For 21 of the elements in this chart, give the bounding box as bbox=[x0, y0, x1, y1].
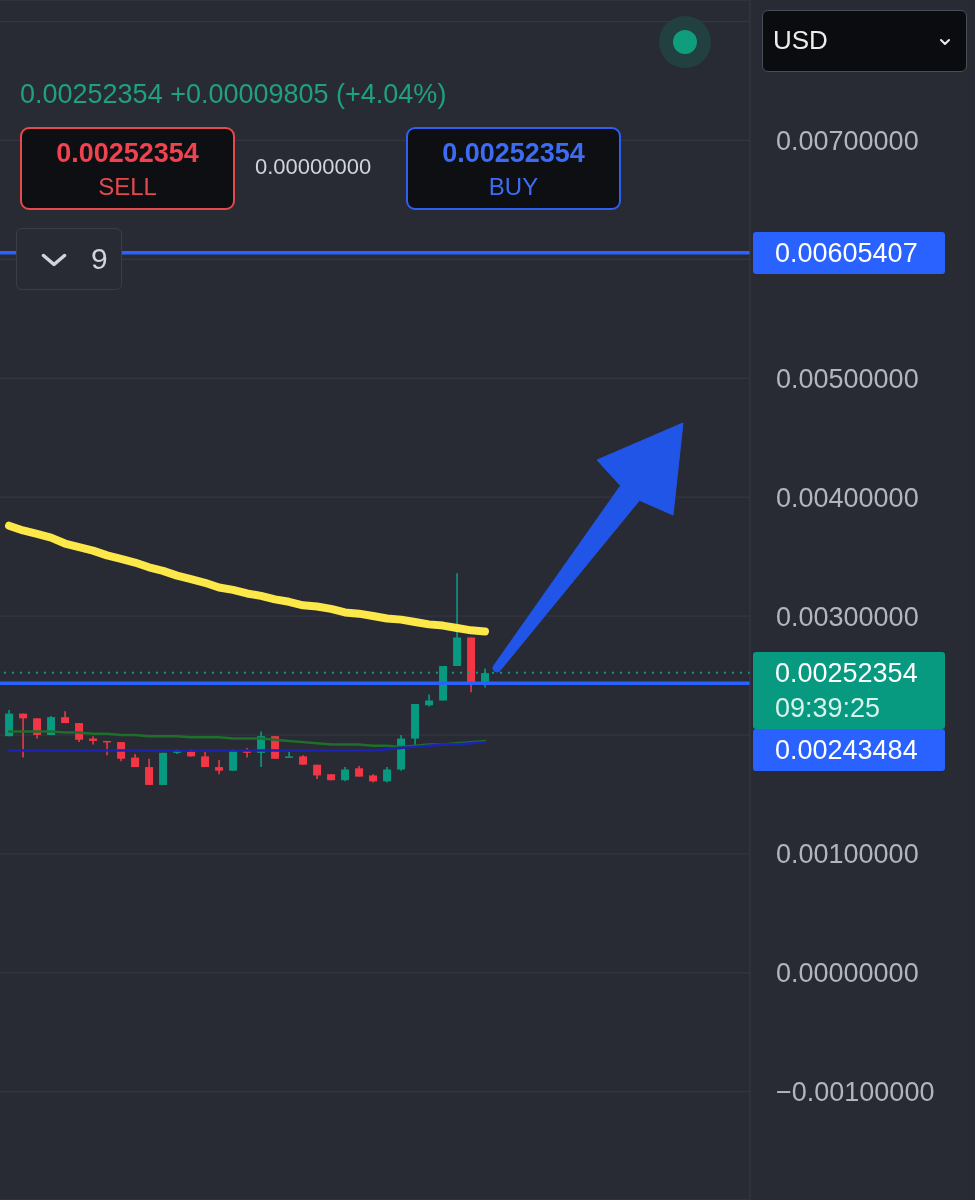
annotation: 0.00252354 bbox=[55, 137, 200, 169]
y-tick-label: 0.00400000 bbox=[776, 482, 919, 513]
ref-line-label: 0.00605407 bbox=[775, 236, 919, 270]
annotation: 0.00252354 bbox=[441, 137, 586, 169]
annotation: BUY bbox=[487, 172, 540, 202]
y-tick-label: −0.00100000 bbox=[776, 1077, 935, 1108]
y-tick-label: 0.00000000 bbox=[776, 958, 919, 989]
annotation: 9 bbox=[91, 242, 108, 276]
text: 0.00252354 +0.00009805 (+4.04%) bbox=[20, 79, 447, 110]
y-tick-label: 0.00500000 bbox=[776, 363, 919, 394]
ref-line-label: 0.00252354 09:39:25 bbox=[775, 656, 919, 725]
y-tick-label: 0.00700000 bbox=[776, 125, 919, 156]
y-tick-label: 0.00100000 bbox=[776, 839, 919, 870]
currency-select: USD bbox=[762, 10, 967, 72]
sell-button: 0.00252354 SELL bbox=[20, 127, 235, 210]
buy-button: 0.00252354 BUY bbox=[406, 127, 621, 210]
ref-line-label: 0.00243484 bbox=[775, 733, 919, 767]
annotation: 0.00000000 bbox=[255, 153, 372, 181]
toggle-button: 9 bbox=[16, 228, 122, 290]
annotation: SELL bbox=[97, 172, 158, 202]
y-tick-label: 0.00300000 bbox=[776, 601, 919, 632]
